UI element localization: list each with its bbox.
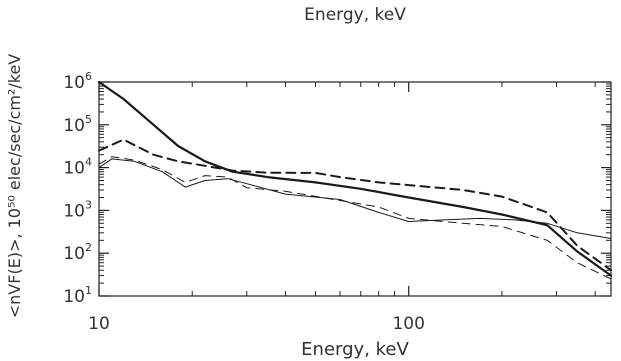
series-line-thin-dashed (98, 156, 612, 280)
y-tick-label: 102 (63, 241, 92, 264)
x-tick-label: 10 (88, 314, 110, 334)
series-line-thick-dashed (98, 138, 612, 272)
y-tick-label: 105 (63, 113, 92, 136)
x-tick-label: 100 (392, 314, 424, 334)
plot-frame (98, 81, 612, 297)
y-tick-label: 104 (63, 156, 92, 179)
x-axis-ticks: 10 100 (88, 82, 596, 334)
y-tick-label: 101 (63, 284, 92, 307)
x-axis-label: Energy, keV (301, 339, 409, 360)
y-axis-label: <nVF(E)>, 10⁵⁰ elec/sec/cm²/keV (5, 54, 24, 319)
y-axis-ticks: 101 102 103 104 105 106 (63, 70, 611, 307)
series-line-thin-solid (98, 158, 612, 239)
y-tick-label: 103 (63, 198, 92, 221)
y-tick-label: 106 (63, 70, 92, 93)
series-layer (97, 80, 613, 280)
top-caption: Energy, keV (304, 5, 406, 25)
